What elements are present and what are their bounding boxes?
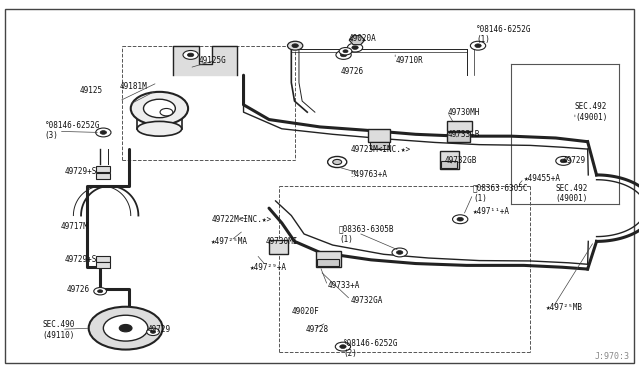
Text: ★49455+A: ★49455+A xyxy=(524,174,561,183)
Circle shape xyxy=(94,288,106,295)
Circle shape xyxy=(287,41,303,50)
Text: SEC.492
(49001): SEC.492 (49001) xyxy=(556,184,588,203)
Bar xyxy=(96,256,109,262)
Circle shape xyxy=(119,324,132,332)
Text: 49732GA: 49732GA xyxy=(351,296,383,305)
Polygon shape xyxy=(349,36,365,45)
Bar xyxy=(447,121,472,131)
Text: 49723M<INC.★>: 49723M<INC.★> xyxy=(351,145,411,154)
Text: ★497¹¹+A: ★497¹¹+A xyxy=(473,207,510,217)
Bar xyxy=(269,240,288,254)
Bar xyxy=(447,132,470,142)
Text: 倅08363-6305C
(1): 倅08363-6305C (1) xyxy=(473,184,529,203)
Text: 49729+S: 49729+S xyxy=(65,255,97,264)
Text: 49733+A: 49733+A xyxy=(328,281,360,290)
Text: 49710R: 49710R xyxy=(395,56,423,65)
Text: 49732GB: 49732GB xyxy=(444,155,477,165)
Text: 49729+S: 49729+S xyxy=(65,167,97,176)
Circle shape xyxy=(96,128,111,137)
Text: 49726: 49726 xyxy=(340,67,364,76)
Circle shape xyxy=(98,290,102,293)
Bar xyxy=(96,166,109,172)
Text: 49020F: 49020F xyxy=(291,307,319,316)
Bar xyxy=(316,251,341,267)
Text: 49729: 49729 xyxy=(562,155,585,165)
Circle shape xyxy=(560,159,566,163)
Text: 49717M: 49717M xyxy=(61,222,88,231)
Circle shape xyxy=(475,44,481,48)
Text: 49181M: 49181M xyxy=(119,82,147,91)
Text: 49729: 49729 xyxy=(148,326,171,334)
Text: 49125: 49125 xyxy=(79,86,102,94)
Text: 49722M<INC.★>: 49722M<INC.★> xyxy=(212,215,272,224)
Ellipse shape xyxy=(137,121,182,136)
Polygon shape xyxy=(173,46,237,75)
Circle shape xyxy=(335,342,351,351)
Text: ⁉49763+A: ⁉49763+A xyxy=(351,170,388,179)
Bar xyxy=(96,173,109,179)
Circle shape xyxy=(396,251,403,254)
Text: J:970:3: J:970:3 xyxy=(594,352,629,361)
Text: ★497²⁹+A: ★497²⁹+A xyxy=(250,263,287,272)
Circle shape xyxy=(333,160,342,164)
Circle shape xyxy=(103,315,148,341)
Circle shape xyxy=(452,215,468,224)
Circle shape xyxy=(188,53,194,57)
Text: °08146-6252G
(3): °08146-6252G (3) xyxy=(45,121,100,140)
Circle shape xyxy=(183,51,198,60)
Circle shape xyxy=(457,217,463,221)
Bar xyxy=(370,142,389,149)
Circle shape xyxy=(352,46,358,49)
Circle shape xyxy=(143,99,175,118)
Circle shape xyxy=(100,131,106,134)
Circle shape xyxy=(556,157,571,165)
Text: 49730MH: 49730MH xyxy=(447,108,480,117)
Text: 倅08363-6305B
(1): 倅08363-6305B (1) xyxy=(339,224,395,244)
Circle shape xyxy=(336,51,351,60)
Circle shape xyxy=(131,92,188,125)
Circle shape xyxy=(292,44,298,48)
Text: °08146-6252G
(1): °08146-6252G (1) xyxy=(476,25,532,44)
Bar xyxy=(368,129,390,142)
Text: SEC.490
(49110): SEC.490 (49110) xyxy=(43,320,75,340)
Circle shape xyxy=(343,50,348,53)
Bar xyxy=(96,262,109,268)
Text: 49125G: 49125G xyxy=(199,56,227,65)
Text: 49733+B: 49733+B xyxy=(447,130,480,139)
Circle shape xyxy=(339,48,352,55)
Circle shape xyxy=(147,328,159,336)
Circle shape xyxy=(89,307,163,350)
Bar xyxy=(440,151,459,169)
Text: SEC.492
(49001): SEC.492 (49001) xyxy=(575,102,607,122)
Text: ★497²⁵MB: ★497²⁵MB xyxy=(546,303,583,312)
Bar xyxy=(441,161,457,168)
Circle shape xyxy=(392,248,407,257)
Text: °08146-6252G
(2): °08146-6252G (2) xyxy=(343,339,399,358)
Circle shape xyxy=(150,330,156,333)
Circle shape xyxy=(348,43,363,52)
Circle shape xyxy=(328,157,347,167)
Text: 49020A: 49020A xyxy=(349,34,376,43)
Text: 49728: 49728 xyxy=(306,326,329,334)
Circle shape xyxy=(340,345,346,349)
Circle shape xyxy=(340,53,347,57)
Text: ★497²⁵MA: ★497²⁵MA xyxy=(211,237,248,246)
Text: 49726: 49726 xyxy=(67,285,90,294)
Circle shape xyxy=(470,41,486,50)
Circle shape xyxy=(160,109,173,116)
Text: 49730MI: 49730MI xyxy=(266,237,298,246)
Bar xyxy=(317,259,339,266)
